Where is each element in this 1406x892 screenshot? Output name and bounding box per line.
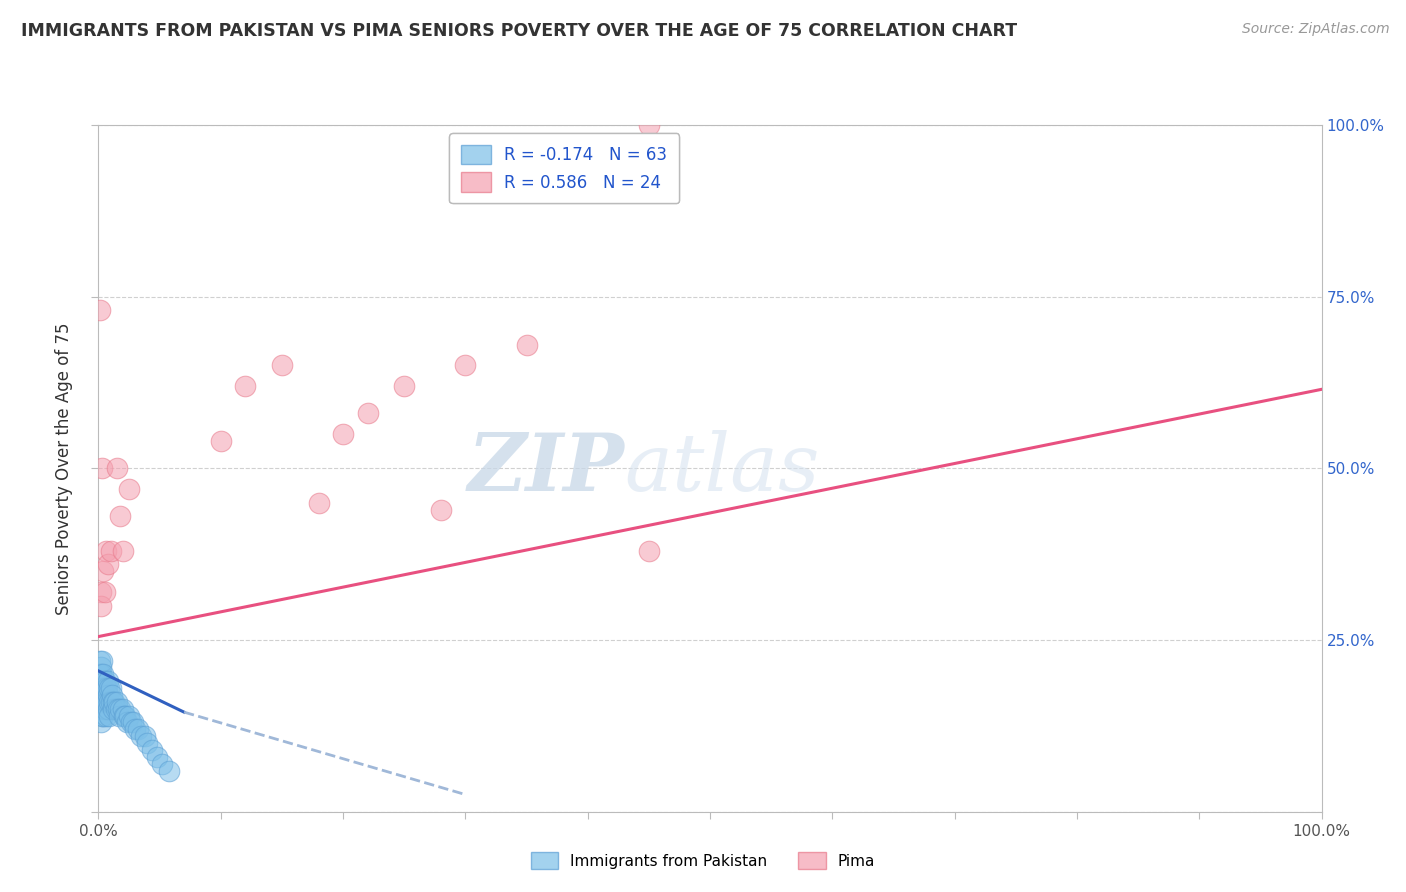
Point (89, 303, 111, 318)
Point (89, 654, 111, 668)
Text: IMMIGRANTS FROM PAKISTAN VS PIMA SENIORS POVERTY OVER THE AGE OF 75 CORRELATION : IMMIGRANTS FROM PAKISTAN VS PIMA SENIORS… (21, 22, 1017, 40)
Point (89, 667, 111, 681)
Point (91, 681, 114, 695)
Point (111, 701, 134, 715)
Point (124, 723, 146, 737)
Point (91, 461, 114, 475)
Point (97, 701, 120, 715)
Point (90, 674, 112, 689)
Text: ZIP: ZIP (468, 430, 624, 507)
Point (104, 701, 127, 715)
Point (98, 708, 121, 723)
Point (90, 599, 112, 613)
Point (96, 681, 118, 695)
Point (96, 695, 118, 709)
Point (97, 674, 120, 689)
Point (118, 482, 141, 496)
Point (93, 674, 115, 689)
Point (91, 708, 114, 723)
Point (209, 434, 232, 448)
Point (114, 708, 136, 723)
Point (129, 729, 152, 743)
Point (141, 743, 163, 757)
Point (91, 654, 114, 668)
Point (98, 695, 121, 709)
Point (121, 715, 143, 730)
Point (90, 660, 112, 674)
Point (101, 695, 124, 709)
Point (150, 756, 173, 771)
Point (134, 729, 156, 743)
Point (100, 695, 122, 709)
Point (98, 681, 121, 695)
Point (101, 688, 124, 702)
Point (515, 337, 537, 351)
Point (108, 708, 131, 723)
Point (112, 708, 135, 723)
Point (91, 674, 114, 689)
Point (91, 681, 114, 695)
Point (356, 406, 378, 420)
Point (94, 543, 117, 558)
Point (89, 674, 111, 689)
Point (105, 461, 128, 475)
Point (90, 585, 112, 599)
Point (118, 708, 141, 723)
Point (638, 118, 661, 132)
Point (270, 358, 294, 373)
Point (308, 495, 330, 509)
Point (103, 695, 125, 709)
Point (110, 701, 132, 715)
Point (87, 681, 110, 695)
Point (100, 681, 122, 695)
Point (136, 736, 159, 750)
Point (91, 708, 114, 723)
Text: Source: ZipAtlas.com: Source: ZipAtlas.com (1241, 22, 1389, 37)
Point (93, 688, 115, 702)
Point (157, 764, 180, 778)
Point (90, 701, 112, 715)
Point (90, 667, 112, 681)
Point (332, 426, 354, 441)
Point (90, 715, 112, 730)
Point (233, 379, 256, 393)
Point (454, 358, 477, 373)
Point (94, 681, 117, 695)
Legend: Immigrants from Pakistan, Pima: Immigrants from Pakistan, Pima (524, 846, 882, 875)
Point (93, 585, 115, 599)
Point (392, 379, 416, 393)
Point (89, 695, 111, 709)
Point (91, 695, 114, 709)
Point (89, 688, 111, 702)
Point (430, 502, 453, 516)
Point (111, 543, 134, 558)
Point (91, 695, 114, 709)
Point (93, 701, 115, 715)
Text: atlas: atlas (624, 430, 820, 507)
Point (94, 708, 117, 723)
Legend: R = -0.174   N = 63, R = 0.586   N = 24: R = -0.174 N = 63, R = 0.586 N = 24 (450, 133, 679, 203)
Point (97, 558, 120, 572)
Point (110, 509, 132, 524)
Point (146, 749, 169, 764)
Point (127, 723, 149, 737)
Point (120, 715, 142, 730)
Point (101, 701, 124, 715)
Point (91, 667, 114, 681)
Point (97, 688, 120, 702)
Point (638, 543, 661, 558)
Point (105, 695, 128, 709)
Point (90, 688, 112, 702)
Point (115, 715, 138, 730)
Point (91, 565, 114, 579)
Point (107, 701, 129, 715)
Point (94, 695, 117, 709)
Y-axis label: Seniors Poverty Over the Age of 75: Seniors Poverty Over the Age of 75 (55, 322, 73, 615)
Point (90, 688, 112, 702)
Point (100, 543, 122, 558)
